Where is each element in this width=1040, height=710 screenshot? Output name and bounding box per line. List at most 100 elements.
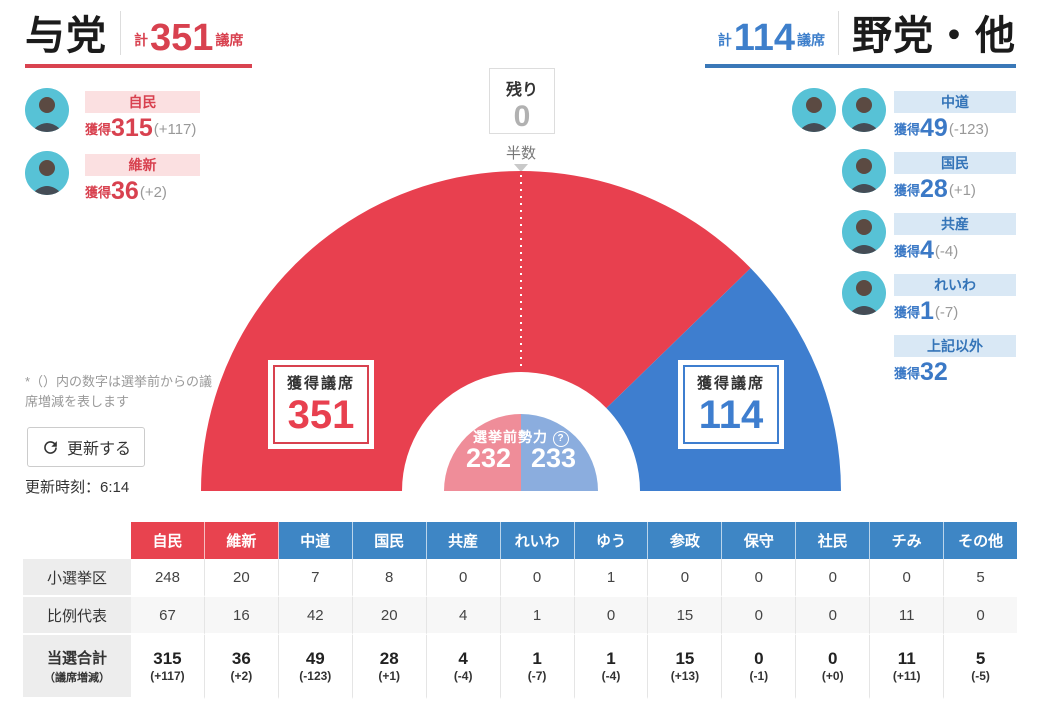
ruling-header: 与党 計 351 議席 (25, 6, 243, 60)
party-row-国民: 国民獲得28(+1) (790, 149, 1016, 209)
opposition-won-box-number: 114 (698, 393, 764, 437)
table-total-change: (+117) (150, 669, 185, 683)
ruling-won-box-label: 獲得議席 (287, 375, 356, 392)
table-cell: 8 (352, 559, 427, 597)
table-total-row-label: 当選合計 （議席増減） (23, 635, 131, 699)
party-leader-avatar (842, 88, 886, 132)
table-total-cell: 1 (-4) (574, 635, 649, 699)
table-column-header-チみ: チみ (870, 522, 945, 559)
table-column-header-参政: 参政 (648, 522, 723, 559)
table-total-change: (-1) (749, 669, 769, 683)
won-change: (+117) (153, 121, 197, 138)
table-total-change: (-5) (971, 669, 990, 683)
table-cell: 0 (796, 559, 871, 597)
won-number: 36 (111, 177, 139, 205)
table-cell: 0 (870, 559, 945, 597)
table-total-cell: 11 (+11) (870, 635, 945, 699)
table-total-change: (-4) (601, 669, 621, 683)
won-label: 獲得 (894, 183, 921, 198)
party-row-自民: 自民 獲得315(+117) (25, 88, 225, 148)
table-total-change: (+13) (670, 669, 700, 683)
opposition-title: 野党・他 (852, 14, 1016, 58)
half-majority-label: 半数 (505, 145, 536, 162)
table-total-cell: 15 (+13) (648, 635, 723, 699)
table-header-row: 自民 維新 中道 国民 共産 れいわ ゆう 参政 保守 社民 チみ その他 (23, 522, 1018, 559)
header-divider (838, 11, 839, 55)
won-number: 28 (920, 175, 948, 203)
table-total-number: 15 (675, 648, 695, 668)
table-cell: 20 (352, 597, 427, 635)
table-total-change: (+1) (378, 669, 401, 683)
table-column-header-維新: 維新 (204, 522, 279, 559)
table-total-cell: 0 (+0) (796, 635, 871, 699)
table-column-header-れいわ: れいわ (500, 522, 575, 559)
opposition-header: 計 114 議席 野党・他 (718, 6, 1016, 60)
table-cell: 67 (131, 597, 205, 635)
party-label: 国民 (894, 152, 1016, 174)
won-number: 32 (920, 358, 948, 386)
pre-election-opposition-number: 233 (531, 443, 577, 473)
party-won-line: 獲得32 (894, 360, 948, 385)
table-total-change: (-123) (299, 669, 332, 683)
won-change: (-7) (934, 304, 959, 321)
table-total-row: 当選合計 （議席増減） 315 (+117) 36 (+2) 49 (-123) 28 (+1) 4… (23, 635, 1018, 699)
table-cell: 42 (278, 597, 353, 635)
won-change: (-123) (948, 121, 989, 138)
table-row-label: 比例代表 (23, 597, 131, 635)
table-column-header-社民: 社民 (796, 522, 871, 559)
table-total-cell: 5 (-5) (944, 635, 1018, 699)
table-column-header-その他: その他 (944, 522, 1018, 559)
table-total-change: (+2) (230, 669, 253, 683)
party-row-れいわ: れいわ 獲得1(-7) (790, 271, 1016, 331)
party-leader-avatar (25, 88, 69, 132)
half-marker-triangle-icon (514, 164, 528, 172)
ruling-total-prefix: 計 (134, 32, 148, 48)
table-total-cell: 28 (+1) (352, 635, 427, 699)
table-total-number: 36 (231, 648, 251, 668)
pre-election-numbers: 232 233 (421, 443, 621, 474)
chart-pre-election-opposition-arc (521, 414, 598, 491)
table-column-header-共産: 共産 (426, 522, 501, 559)
party-row-共産: 共産獲得4(-4) (790, 210, 1016, 270)
table-total-number: 0 (754, 648, 764, 668)
won-label: 獲得 (85, 122, 112, 137)
table-total-number: 1 (532, 648, 542, 668)
party-won-line: 獲得28(+1) (894, 177, 976, 202)
table-cell: 0 (500, 559, 575, 597)
party-label: 中道 (894, 91, 1016, 113)
won-label: 獲得 (894, 244, 921, 259)
won-label: 獲得 (894, 305, 921, 320)
table-row-小選挙区: 小選挙区 248 20 7 8 0 0 1 0 0 0 0 5 (23, 559, 1018, 597)
refresh-button[interactable]: 更新する (27, 427, 145, 467)
table-total-number: 49 (305, 648, 325, 668)
ruling-title: 与党 (25, 14, 107, 58)
won-change: (+2) (139, 184, 167, 201)
ruling-total-suffix: 議席 (215, 32, 244, 48)
opposition-underline (705, 64, 1016, 68)
table-total-cell: 315 (+117) (131, 635, 205, 699)
opposition-total-prefix: 計 (717, 32, 732, 48)
party-won-line: 獲得4(-4) (894, 238, 958, 263)
table-total-cell: 36 (+2) (204, 635, 279, 699)
won-label: 獲得 (894, 122, 921, 137)
remaining-seats-box: 残り 0 (489, 68, 555, 134)
table-total-label-main: 当選合計 (46, 650, 107, 667)
refresh-button-label: 更新する (66, 441, 131, 458)
party-leader-avatar (792, 88, 836, 132)
party-won-line: 獲得315(+117) (85, 116, 196, 141)
table-column-header-中道: 中道 (278, 522, 353, 559)
table-column-header-保守: 保守 (722, 522, 797, 559)
help-icon[interactable]: ? (553, 431, 569, 447)
table-cell: 1 (500, 597, 575, 635)
party-row-中道: 中道 獲得49(-123) (790, 88, 1016, 148)
party-leader-avatar (842, 210, 886, 254)
results-table: 自民 維新 中道 国民 共産 れいわ ゆう 参政 保守 社民 チみ その他 小選挙区 248 20 7 8 0 0 1… (23, 522, 1018, 699)
won-number: 4 (920, 236, 934, 264)
table-cell: 248 (131, 559, 205, 597)
won-change: (+1) (948, 182, 976, 199)
table-column-header-国民: 国民 (352, 522, 427, 559)
table-row-label: 小選挙区 (23, 559, 131, 597)
table-total-number: 1 (606, 648, 616, 668)
party-label: 共産 (894, 213, 1016, 235)
